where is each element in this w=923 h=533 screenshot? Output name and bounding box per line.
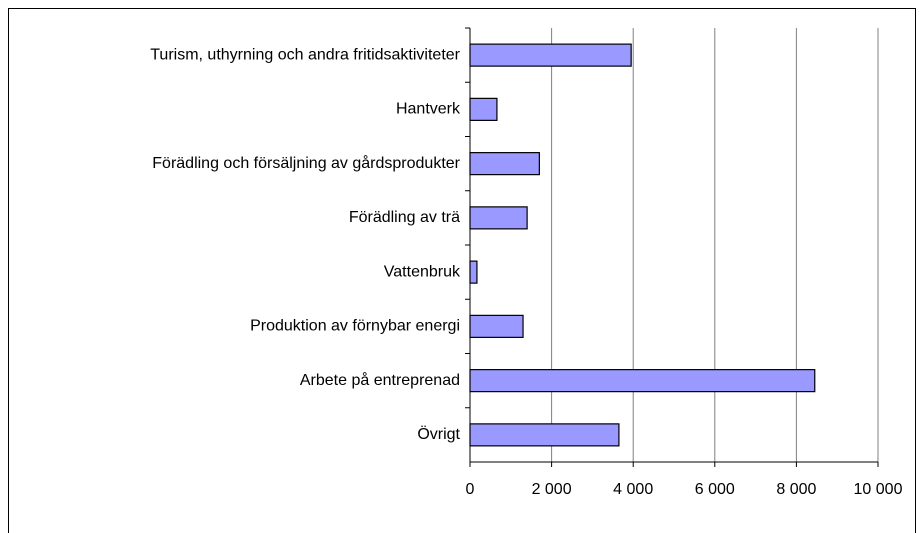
- bar: [469, 260, 478, 284]
- y-tick-label: Arbete på entreprenad: [300, 371, 460, 389]
- chart-frame: [8, 8, 916, 533]
- bar: [469, 369, 816, 393]
- y-tick-label: Övrigt: [417, 425, 460, 443]
- bar: [469, 206, 528, 230]
- y-tick-label: Turism, uthyrning och andra fritidsaktiv…: [150, 46, 460, 63]
- x-tick-label: 10 000: [854, 481, 903, 498]
- x-tick-label: 2 000: [532, 481, 572, 498]
- x-tick-label: 0: [466, 481, 475, 498]
- y-tick-label: Produktion av förnybar energi: [250, 318, 460, 335]
- x-tick-label: 6 000: [695, 481, 735, 498]
- bar: [469, 152, 540, 176]
- x-tick-label: 4 000: [613, 481, 653, 498]
- y-tick-label: Förädling och försäljning av gårdsproduk…: [152, 154, 460, 172]
- bar: [469, 43, 632, 67]
- y-tick-label: Förädling av trä: [349, 209, 460, 226]
- bar: [469, 423, 620, 447]
- x-tick-label: 8 000: [776, 481, 816, 498]
- bar: [469, 97, 498, 121]
- y-tick-label: Hantverk: [396, 101, 461, 118]
- bar: [469, 314, 524, 338]
- y-tick-label: Vattenbruk: [384, 263, 461, 280]
